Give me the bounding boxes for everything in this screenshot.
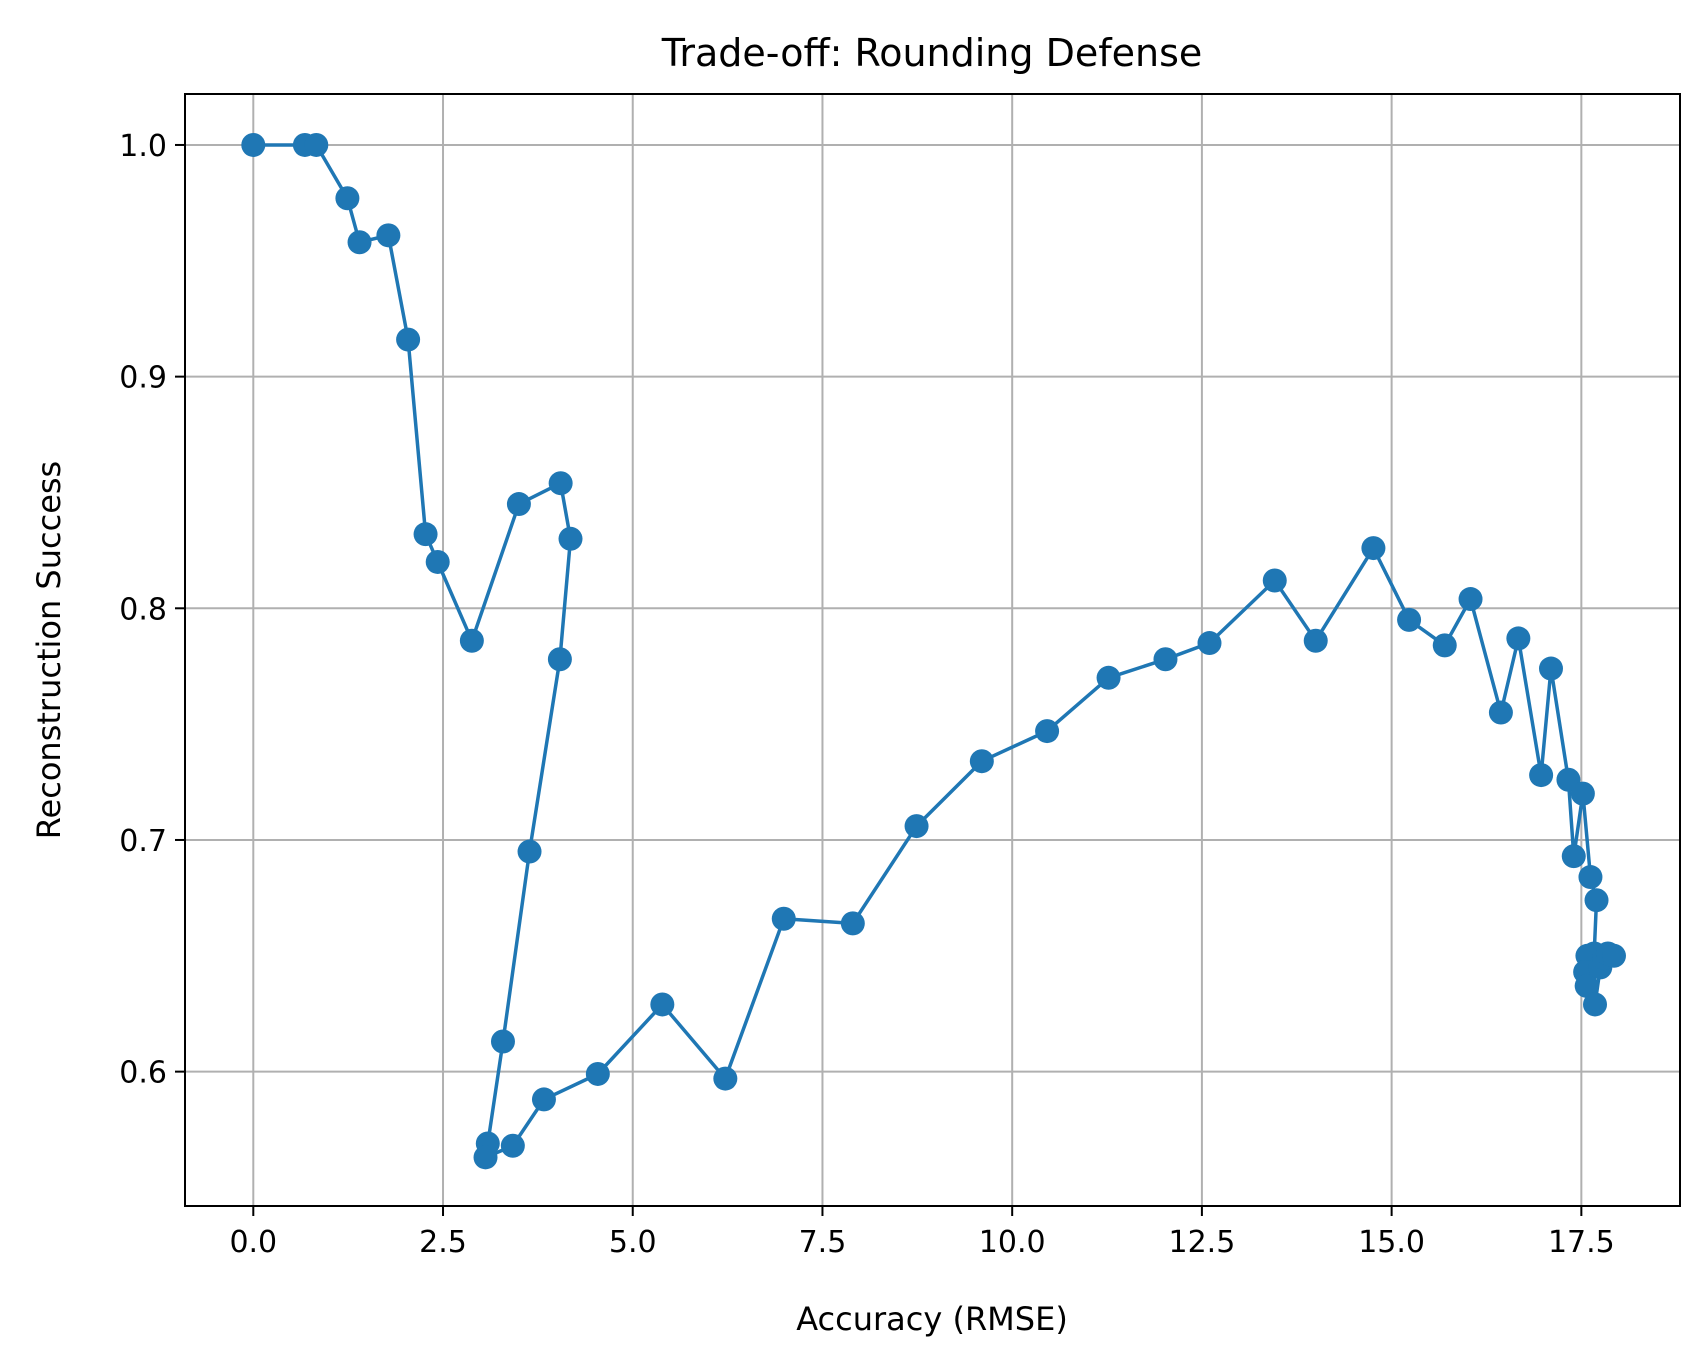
data-point — [548, 471, 573, 496]
data-point — [335, 186, 360, 211]
x-tick-label: 17.5 — [1548, 1225, 1615, 1260]
data-point — [1561, 844, 1586, 869]
data-point — [1583, 992, 1608, 1017]
series-layer — [241, 132, 1626, 1170]
data-point — [1458, 587, 1483, 612]
data-point — [1538, 656, 1563, 681]
data-point — [425, 549, 450, 574]
data-point — [304, 132, 329, 157]
data-point — [347, 230, 372, 255]
y-tick-label: 0.9 — [119, 361, 167, 396]
x-tick-label: 5.0 — [609, 1225, 657, 1260]
tick-layer: 0.0 2.5 5.0 7.5 10.0 12.5 15.0 17.5 0.6 0.7 0.8 0.9… — [119, 129, 1614, 1260]
data-point — [1574, 973, 1599, 998]
data-point — [585, 1061, 610, 1086]
data-point — [1488, 700, 1513, 725]
data-point — [650, 992, 675, 1017]
data-point — [517, 839, 542, 864]
data-point — [840, 911, 865, 936]
data-point — [1584, 888, 1609, 913]
y-tick-label: 0.7 — [119, 824, 167, 859]
data-point — [506, 492, 531, 517]
plot-frame — [184, 93, 1681, 1207]
data-point — [413, 522, 438, 547]
x-tick-label: 15.0 — [1358, 1225, 1425, 1260]
x-axis-label: Accuracy (RMSE) — [796, 1300, 1068, 1338]
data-point — [1570, 781, 1595, 806]
x-tick-label: 12.5 — [1169, 1225, 1236, 1260]
data-point — [1153, 647, 1178, 672]
data-point — [1303, 628, 1328, 653]
data-point — [459, 628, 484, 653]
data-point — [531, 1087, 556, 1112]
data-point — [473, 1145, 498, 1170]
data-point — [1035, 719, 1060, 744]
data-point — [1096, 665, 1121, 690]
data-point — [1529, 763, 1554, 788]
data-point — [1361, 536, 1386, 561]
data-point — [1397, 607, 1422, 632]
x-tick-label: 10.0 — [979, 1225, 1046, 1260]
data-point — [1262, 568, 1287, 593]
data-point — [1506, 626, 1531, 651]
x-tick-label: 0.0 — [229, 1225, 277, 1260]
chart-title: Trade-off: Rounding Defense — [661, 31, 1203, 75]
data-point — [376, 223, 401, 248]
data-point — [1578, 865, 1603, 890]
data-point — [969, 749, 994, 774]
data-point — [1197, 631, 1222, 656]
y-tick-label: 1.0 — [119, 129, 167, 164]
data-point — [500, 1133, 525, 1158]
data-point — [1601, 943, 1626, 968]
data-point — [771, 906, 796, 931]
y-axis-label: Reconstruction Success — [30, 461, 68, 839]
y-tick-label: 0.6 — [119, 1056, 167, 1091]
data-point — [558, 526, 583, 551]
data-point — [547, 647, 572, 672]
data-point — [490, 1029, 515, 1054]
data-point — [904, 814, 929, 839]
data-point — [241, 132, 266, 157]
data-point — [396, 327, 421, 352]
x-tick-label: 7.5 — [799, 1225, 847, 1260]
y-tick-label: 0.8 — [119, 592, 167, 627]
x-tick-label: 2.5 — [419, 1225, 467, 1260]
data-point — [1432, 633, 1457, 658]
data-point — [713, 1066, 738, 1091]
